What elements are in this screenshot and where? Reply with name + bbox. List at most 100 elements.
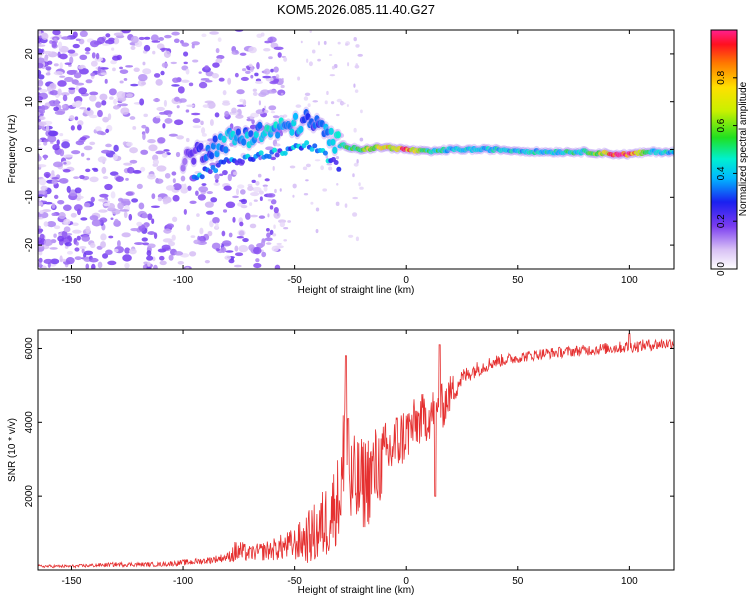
noise-blob (51, 212, 57, 217)
noise-blob (146, 250, 152, 257)
noise-blob (335, 201, 340, 206)
ridge-point (278, 117, 284, 125)
noise-blob (216, 54, 225, 60)
noise-blob (38, 164, 47, 168)
noise-blob (266, 242, 272, 245)
noise-blob (239, 221, 244, 227)
noise-blob (74, 247, 80, 252)
noise-blob (347, 62, 350, 67)
noise-blob (43, 50, 53, 55)
noise-blob (171, 84, 180, 87)
noise-blob (192, 118, 201, 124)
ridge-branch (304, 140, 310, 146)
noise-blob (191, 112, 201, 116)
noise-blob (263, 68, 271, 75)
ridge-point (275, 131, 281, 139)
noise-blob (160, 70, 165, 76)
colorbar-tick-label: 0.0 (716, 262, 727, 276)
noise-blob (352, 173, 355, 178)
noise-blob (218, 77, 225, 82)
noise-blob (161, 152, 168, 158)
noise-blob (231, 50, 240, 55)
noise-blob (147, 138, 156, 144)
noise-blob (129, 116, 136, 120)
spectrogram-x-tick-label: -100 (173, 275, 193, 286)
noise-blob (214, 173, 220, 180)
noise-blob (279, 188, 282, 192)
noise-blob (222, 169, 228, 176)
noise-blob (157, 137, 166, 144)
noise-blob (344, 43, 349, 46)
noise-blob (112, 105, 120, 110)
noise-blob (354, 89, 359, 93)
noise-blob (212, 216, 220, 224)
noise-blob (250, 191, 260, 197)
noise-blob (163, 228, 172, 234)
noise-blob (324, 100, 328, 105)
colorbar: 0.0 0.2 0.4 0.6 0.8 Normalized spectral ampl… (710, 29, 749, 276)
noise-blob (141, 82, 147, 85)
noise-blob (177, 86, 185, 94)
noise-blob (45, 66, 52, 71)
noise-blob (119, 80, 124, 84)
noise-blob (264, 178, 270, 182)
noise-blob (249, 214, 259, 218)
noise-blob (354, 64, 360, 69)
noise-blob (222, 209, 228, 213)
noise-blob (158, 111, 167, 115)
noise-blob (91, 219, 102, 227)
noise-blob (308, 61, 313, 67)
ridge-point (198, 142, 204, 151)
noise-blob (317, 58, 321, 62)
noise-blob (52, 143, 60, 151)
noise-blob (38, 143, 41, 146)
noise-blob (152, 50, 156, 55)
noise-blob (157, 196, 163, 202)
noise-blob (128, 213, 133, 221)
noise-blob (147, 231, 156, 235)
noise-blob (38, 30, 42, 37)
spectrogram-y-tick-label: 10 (24, 96, 35, 108)
noise-blob (113, 32, 124, 37)
noise-blob (295, 104, 302, 108)
noise-blob (153, 98, 161, 103)
noise-blob (227, 173, 232, 182)
ridge-point (257, 121, 263, 129)
noise-blob (264, 105, 267, 110)
noise-blob (68, 87, 76, 90)
noise-blob (138, 36, 145, 41)
noise-blob (161, 62, 169, 68)
noise-blob (163, 50, 171, 58)
noise-blob (126, 141, 133, 147)
noise-blob (53, 63, 59, 67)
noise-blob (253, 263, 262, 269)
noise-blob (188, 82, 194, 87)
noise-blob (282, 114, 288, 118)
noise-blob (267, 213, 270, 218)
noise-blob (289, 165, 296, 169)
noise-blob (65, 233, 73, 236)
noise-blob (224, 110, 230, 118)
noise-blob (270, 199, 277, 205)
noise-blob (168, 254, 174, 261)
noise-blob (132, 170, 142, 174)
noise-blob (328, 166, 333, 171)
noise-blob (185, 68, 190, 75)
snr-y-tick-label: 6000 (24, 337, 35, 360)
noise-blob (119, 66, 124, 70)
spectrogram-y-tick-label: 0 (24, 146, 35, 152)
noise-blob (187, 185, 192, 191)
noise-blob (170, 61, 177, 65)
noise-blob (303, 193, 309, 196)
noise-blob (38, 37, 42, 44)
noise-blob (148, 144, 158, 152)
noise-blob (57, 88, 62, 96)
noise-blob (66, 250, 73, 255)
noise-blob (238, 230, 245, 237)
noise-blob (305, 179, 309, 182)
noise-blob (129, 147, 138, 154)
noise-blob (237, 202, 243, 207)
noise-blob (278, 219, 287, 224)
ridge-branch (333, 160, 339, 166)
noise-blob (85, 168, 91, 173)
